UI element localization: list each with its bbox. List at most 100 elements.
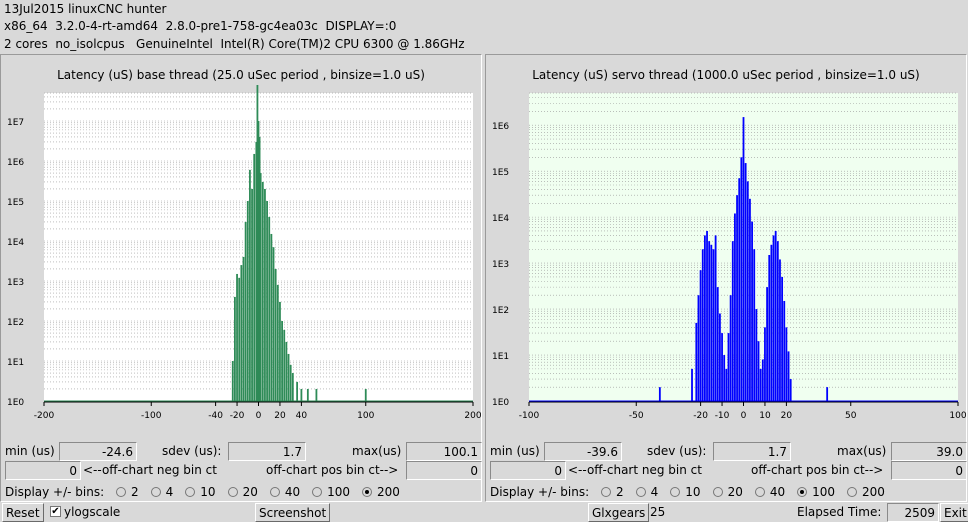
servo-ytick-label: 1E4: [492, 214, 509, 224]
servo-bins-radio-10[interactable]: 10: [670, 485, 701, 499]
servo-xtick-label: -10: [715, 411, 730, 421]
base-bins-radio-2[interactable]: 2: [116, 485, 139, 499]
header-line-1: 13Jul2015 linuxCNC hunter: [4, 2, 167, 16]
servo-bins-radio-2[interactable]: 2: [601, 485, 624, 499]
base-bins-radio-circle[interactable]: [362, 487, 373, 497]
servo-pos-bin-count: 0: [891, 461, 967, 480]
base-xtick-label: -100: [141, 411, 162, 421]
servo-bar: [783, 300, 786, 401]
servo-bar: [727, 333, 730, 401]
servo-neg-bin-count: 0: [490, 461, 566, 480]
base-bins-radio-20[interactable]: 20: [227, 485, 258, 499]
base-bar: [236, 273, 238, 401]
base-bar: [266, 201, 268, 401]
servo-bins-radio-circle[interactable]: [754, 487, 765, 497]
base-ytick-label: 1E2: [7, 318, 24, 328]
servo-bar: [695, 322, 698, 401]
servo-bar: [776, 241, 779, 401]
servo-bar: [742, 117, 745, 401]
elapsed-time-label: Elapsed Time:: [797, 505, 882, 519]
base-bar: [276, 284, 279, 401]
base-bins-radio-circle[interactable]: [185, 487, 196, 497]
ylogscale-checkbox[interactable]: ✔: [50, 506, 61, 517]
servo-bar: [712, 249, 715, 401]
servo-xtick-label: 50: [845, 411, 857, 421]
glxgears-button[interactable]: Glxgears: [588, 503, 650, 522]
base-bins-radio-40[interactable]: 40: [269, 485, 300, 499]
base-chart-title: Latency (uS) base thread (25.0 uSec peri…: [57, 68, 425, 82]
reset-button[interactable]: Reset: [2, 503, 44, 522]
base-ytick-label: 1E7: [7, 118, 24, 128]
servo-pos-label: off-chart pos bin ct-->: [751, 463, 884, 477]
base-bins-radio-circle[interactable]: [269, 487, 280, 497]
base-bar: [264, 188, 266, 401]
servo-thread-panel: Latency (uS) servo thread (1000.0 uSec p…: [485, 54, 967, 502]
base-bins-radio-circle[interactable]: [116, 487, 126, 497]
servo-bins-radio-200[interactable]: 200: [847, 485, 885, 499]
servo-xtick-label: -100: [519, 411, 540, 421]
servo-bins-radio-100[interactable]: 100: [797, 485, 835, 499]
base-xtick-label: -40: [208, 411, 223, 421]
base-stats-row: min (us) -24.6 sdev (us): 1.7 max(us) 10…: [1, 442, 482, 462]
base-bins-radio-10[interactable]: 10: [185, 485, 216, 499]
servo-bar: [721, 333, 723, 401]
servo-ytick-label: 1E2: [492, 306, 509, 316]
servo-bar: [708, 241, 711, 401]
base-bins-radio-4[interactable]: 4: [150, 485, 174, 499]
servo-chart-title: Latency (uS) servo thread (1000.0 uSec p…: [532, 68, 920, 82]
base-bar: [249, 169, 251, 401]
base-bins-radio-circle[interactable]: [312, 487, 323, 497]
base-bar: [253, 153, 256, 401]
exit-button[interactable]: Exit: [940, 503, 968, 522]
servo-ytick-label: 1E6: [492, 122, 509, 132]
base-bins-radio-label: 2: [131, 485, 139, 499]
servo-bins-radio-circle[interactable]: [712, 487, 723, 497]
servo-bar: [701, 249, 704, 401]
base-bar: [259, 173, 262, 401]
ylogscale-label: ylogscale: [64, 505, 121, 519]
base-ytick-label: 1E0: [7, 398, 24, 408]
base-bar: [240, 265, 243, 401]
base-bar: [289, 364, 292, 401]
servo-bins-radio-circle[interactable]: [847, 487, 858, 497]
servo-min-value: -39.6: [544, 442, 622, 461]
servo-bins-radio-label: 100: [812, 485, 836, 499]
servo-bins-radio-4[interactable]: 4: [635, 485, 658, 499]
servo-xtick-label: -20: [693, 411, 708, 421]
servo-stats-row: min (us) -39.6 sdev (us): 1.7 max(us) 39…: [486, 442, 967, 462]
servo-bins-radio-20[interactable]: 20: [712, 485, 743, 499]
base-bins-radio-label: 20: [242, 485, 258, 499]
servo-bar: [781, 276, 784, 401]
servo-xtick-label: 10: [759, 411, 771, 421]
servo-bins-radio-circle[interactable]: [797, 487, 808, 497]
base-bins-radio-100[interactable]: 100: [312, 485, 350, 499]
servo-bins-radio-label: 2: [616, 485, 624, 499]
base-bins-radio-label: 4: [165, 485, 174, 499]
base-neg-bin-count: 0: [5, 461, 81, 480]
base-xtick-label: 20: [274, 411, 286, 421]
base-thread-panel: Latency (uS) base thread (25.0 uSec peri…: [0, 54, 482, 502]
base-display-bins-label: Display +/- bins:: [5, 485, 105, 499]
base-xtick-label: 100: [357, 411, 374, 421]
servo-bins-radio-40[interactable]: 40: [754, 485, 785, 499]
servo-bins-radio-circle[interactable]: [635, 487, 646, 497]
servo-bar: [757, 341, 760, 401]
base-max-label: max(us): [352, 444, 402, 458]
base-bins-radio-circle[interactable]: [150, 487, 161, 497]
base-ytick-label: 1E4: [7, 238, 24, 248]
base-xtick-label: 0: [256, 411, 262, 421]
servo-bar: [716, 287, 719, 401]
base-bar: [257, 121, 260, 401]
servo-bar: [703, 235, 706, 401]
base-xtick-label: 200: [464, 411, 481, 421]
screenshot-button[interactable]: Screenshot: [255, 503, 331, 522]
servo-bins-radio-circle[interactable]: [670, 487, 681, 497]
base-bar: [279, 301, 281, 401]
base-bins-radio-label: 10: [200, 485, 216, 499]
servo-ytick-label: 1E3: [492, 260, 509, 270]
base-bins-radio-circle[interactable]: [227, 487, 238, 497]
base-bins-radio-200[interactable]: 200: [362, 485, 400, 499]
servo-bins-radio-circle[interactable]: [601, 487, 611, 497]
